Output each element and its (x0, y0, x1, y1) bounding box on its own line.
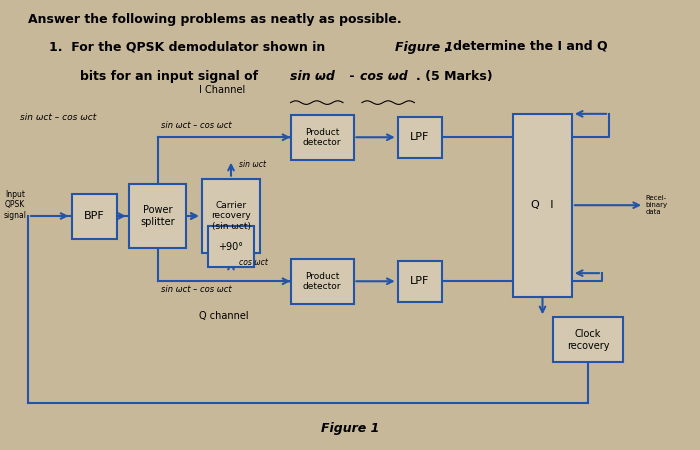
Bar (71, 194, 118, 238)
Text: , determine the I and Q: , determine the I and Q (444, 40, 608, 54)
Text: LPF: LPF (410, 276, 430, 286)
Text: sin ωct – cos ωct: sin ωct – cos ωct (161, 122, 232, 130)
Text: Figure 1: Figure 1 (395, 40, 454, 54)
Bar (290, 259, 354, 304)
Text: cos ωd: cos ωd (360, 70, 408, 83)
Bar (398, 261, 442, 302)
Text: Power
splitter: Power splitter (140, 205, 175, 227)
Bar (209, 226, 253, 267)
Text: Figure 1: Figure 1 (321, 422, 379, 435)
Bar (290, 115, 354, 160)
Bar (398, 117, 442, 158)
Text: Product
detector: Product detector (302, 271, 342, 291)
Text: sin ωd: sin ωd (290, 70, 335, 83)
Text: LPF: LPF (410, 132, 430, 142)
Text: Product
detector: Product detector (302, 127, 342, 147)
Text: sin ωct – cos ωct: sin ωct – cos ωct (161, 285, 232, 294)
Text: Q channel: Q channel (199, 310, 249, 320)
Text: sin ωct: sin ωct (239, 160, 267, 169)
Bar (553, 317, 623, 362)
Text: BPF: BPF (84, 211, 105, 221)
Text: bits for an input signal of: bits for an input signal of (80, 70, 263, 83)
Text: Recei-
binary
data: Recei- binary data (645, 195, 668, 215)
Text: Input
QPSK
signal: Input QPSK signal (4, 190, 27, 220)
Text: Answer the following problems as neatly as possible.: Answer the following problems as neatly … (28, 14, 402, 27)
Bar (202, 179, 260, 253)
Text: -: - (345, 70, 359, 83)
Text: I Channel: I Channel (199, 85, 246, 94)
Text: Carrier
recovery
(sin ωct): Carrier recovery (sin ωct) (211, 201, 251, 231)
Text: +90°: +90° (218, 242, 244, 252)
Bar (129, 184, 186, 248)
Text: 1.  For the QPSK demodulator shown in: 1. For the QPSK demodulator shown in (49, 40, 330, 54)
Text: sin ωct – cos ωct: sin ωct – cos ωct (20, 112, 96, 122)
Text: cos ωct: cos ωct (239, 258, 268, 267)
Text: . (5 Marks): . (5 Marks) (416, 70, 493, 83)
Text: Clock
recovery: Clock recovery (567, 329, 609, 351)
Bar (513, 113, 572, 297)
Text: Q   I: Q I (531, 200, 554, 210)
